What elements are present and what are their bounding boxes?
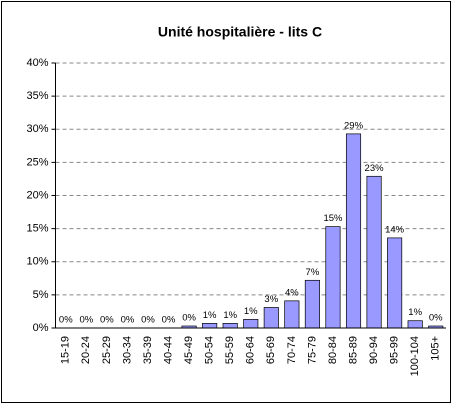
x-tick-label: 100-104 (409, 336, 421, 376)
bar (304, 279, 320, 329)
bar (345, 133, 362, 329)
bar (387, 237, 403, 329)
y-tick-label: 40% (26, 57, 48, 69)
y-tick-label: 35% (26, 90, 48, 102)
x-tick-label: 60-64 (245, 336, 257, 364)
value-label: 29% (344, 120, 364, 131)
bar (202, 323, 218, 329)
value-label: 0% (429, 313, 443, 324)
x-tick-label: 50-54 (204, 336, 216, 364)
value-label: 0% (182, 313, 196, 324)
value-label: 3% (264, 294, 278, 305)
x-tick-label: 90-94 (368, 336, 380, 364)
bar (222, 323, 238, 329)
x-tick-label: 25-29 (101, 336, 113, 364)
x-tick-label: 65-69 (265, 336, 277, 364)
x-tick-label: 40-44 (162, 336, 174, 364)
value-label: 0% (121, 315, 135, 326)
x-tick-label: 105+ (430, 336, 442, 361)
bar (284, 300, 300, 329)
x-tick-label: 20-24 (80, 336, 92, 364)
value-label: 15% (323, 213, 343, 224)
y-tick-label: 30% (26, 123, 48, 135)
bar (366, 175, 382, 329)
y-tick-label: 10% (26, 256, 48, 268)
value-label: 0% (162, 315, 176, 326)
x-tick-label: 45-49 (183, 336, 195, 364)
x-tick-label: 75-79 (306, 336, 318, 364)
y-tick-label: 15% (26, 223, 48, 235)
x-tick-label: 35-39 (142, 336, 154, 364)
bar (263, 307, 279, 329)
x-tick-label: 70-74 (286, 336, 298, 364)
value-label: 7% (306, 267, 320, 278)
x-tick-label: 55-59 (224, 336, 236, 364)
value-label: 1% (223, 310, 237, 321)
bar (407, 320, 423, 329)
value-label: 4% (285, 287, 299, 298)
x-tick-label: 15-19 (60, 336, 72, 364)
value-label: 1% (408, 307, 422, 318)
chart-title: Unité hospitalière - lits C (158, 24, 322, 40)
value-label: 14% (385, 224, 405, 235)
x-tick-label: 80-84 (327, 336, 339, 364)
x-tick-label: 30-34 (121, 336, 133, 364)
y-tick-label: 0% (33, 322, 49, 334)
x-tick-label: 85-89 (347, 336, 359, 364)
y-tick-label: 5% (33, 289, 49, 301)
y-tick-label: 25% (26, 156, 48, 168)
bar (243, 319, 259, 329)
value-label: 0% (79, 315, 93, 326)
value-label: 1% (203, 310, 217, 321)
y-tick-label: 20% (26, 189, 48, 201)
value-label: 0% (141, 315, 155, 326)
value-label: 0% (59, 315, 73, 326)
value-label: 0% (100, 315, 114, 326)
bar (325, 226, 341, 329)
value-label: 1% (244, 306, 258, 317)
x-tick-label: 95-99 (389, 336, 401, 364)
value-label: 23% (365, 163, 385, 174)
